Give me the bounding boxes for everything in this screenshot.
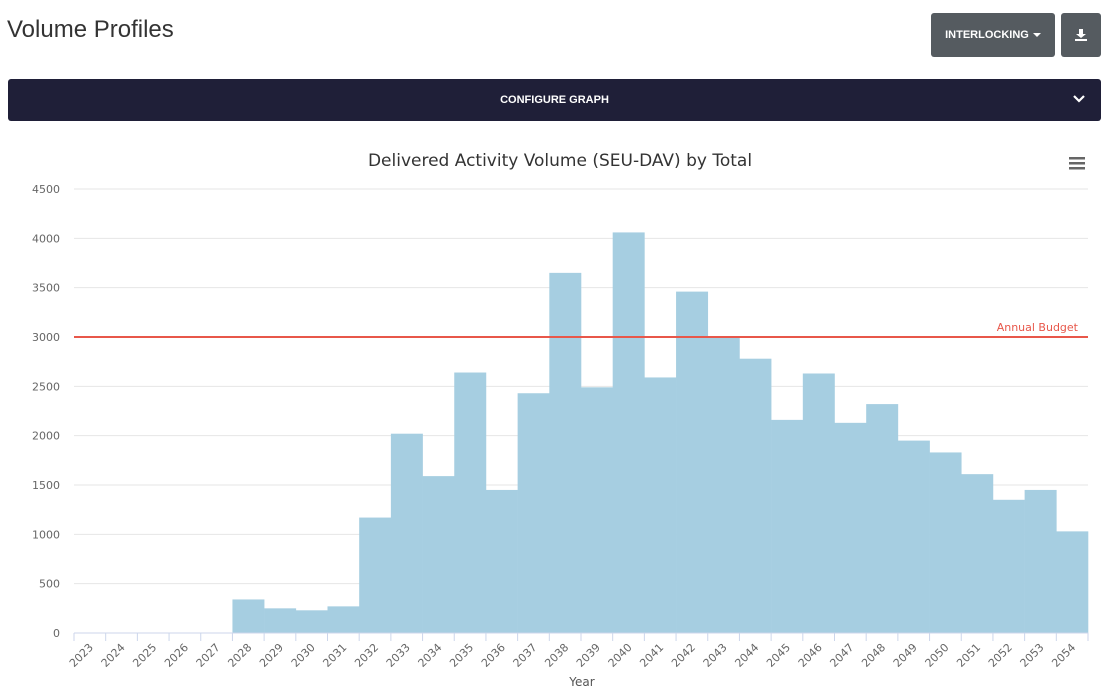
x-tick-label: 2029	[257, 641, 286, 670]
y-tick-label: 500	[39, 578, 60, 591]
download-icon	[1075, 29, 1087, 41]
x-tick-label: 2051	[954, 641, 983, 670]
bar	[295, 610, 328, 633]
x-tick-label: 2025	[130, 641, 159, 670]
bar	[929, 452, 962, 633]
bar	[549, 272, 582, 633]
x-tick-label: 2043	[701, 641, 730, 670]
bar	[264, 608, 297, 633]
bar	[327, 606, 360, 633]
bar	[1056, 531, 1089, 633]
y-tick-label: 4000	[32, 232, 60, 245]
x-tick-label: 2048	[859, 641, 888, 670]
x-tick-label: 2041	[637, 641, 666, 670]
interlocking-button[interactable]: INTERLOCKING	[931, 13, 1055, 57]
bar	[897, 440, 930, 633]
x-tick-label: 2038	[542, 641, 571, 670]
bar	[834, 422, 867, 633]
chart-title: Delivered Activity Volume (SEU-DAV) by T…	[368, 151, 752, 171]
x-tick-label: 2044	[732, 641, 761, 670]
bar	[485, 489, 518, 633]
x-tick-label: 2042	[669, 641, 698, 670]
x-tick-label: 2035	[447, 641, 476, 670]
bar	[961, 474, 994, 633]
x-tick-label: 2030	[289, 641, 318, 670]
x-tick-label: 2039	[574, 641, 603, 670]
bar	[422, 476, 455, 633]
bar	[1024, 489, 1057, 633]
x-tick-label: 2053	[1018, 641, 1047, 670]
bar	[454, 372, 487, 633]
chevron	[1073, 95, 1085, 103]
menu-icon[interactable]	[1069, 157, 1085, 170]
x-tick-label: 2032	[352, 641, 381, 670]
x-tick-label: 2034	[416, 641, 445, 670]
y-tick-label: 1000	[32, 528, 60, 541]
x-tick-label: 2024	[99, 641, 128, 670]
y-tick-label: 3000	[32, 331, 60, 344]
bar	[232, 599, 265, 633]
x-tick-label: 2027	[194, 641, 223, 670]
x-tick-label: 2031	[320, 641, 349, 670]
bar	[359, 517, 392, 633]
bar	[390, 433, 423, 633]
bar	[739, 358, 772, 633]
x-tick-label: 2037	[511, 641, 540, 670]
x-tick-label: 2049	[891, 641, 920, 670]
bar	[612, 232, 645, 633]
caret	[1032, 33, 1041, 37]
y-tick-label: 1500	[32, 479, 60, 492]
x-tick-label: 2046	[796, 641, 825, 670]
x-tick-label: 2054	[1049, 641, 1078, 670]
y-tick-label: 2500	[32, 380, 60, 393]
bar	[676, 291, 709, 633]
x-tick-label: 2028	[225, 641, 254, 670]
x-tick-label: 2040	[606, 641, 635, 670]
y-tick-label: 2000	[32, 430, 60, 443]
bar	[866, 404, 899, 633]
x-tick-label: 2052	[986, 641, 1015, 670]
button-label: INTERLOCKING	[945, 29, 1029, 41]
download-button[interactable]	[1061, 13, 1101, 57]
configure-label: CONFIGURE GRAPH	[500, 94, 609, 106]
bar	[771, 419, 804, 633]
configure-graph-bar[interactable]: CONFIGURE GRAPH	[8, 79, 1101, 121]
bar	[581, 387, 613, 633]
page-title: Volume Profiles	[7, 16, 174, 43]
bar	[517, 393, 550, 633]
bar	[992, 499, 1025, 633]
bar	[707, 337, 740, 633]
x-tick-label: 2026	[162, 641, 191, 670]
x-tick-label: 2047	[827, 641, 856, 670]
y-tick-label: 4500	[32, 183, 60, 196]
x-tick-label: 2036	[479, 641, 508, 670]
x-axis-title: Year	[568, 675, 594, 689]
reference-label: Annual Budget	[997, 321, 1079, 334]
y-tick-label: 0	[53, 627, 60, 640]
y-tick-label: 3500	[32, 282, 60, 295]
x-tick-label: 2050	[923, 641, 952, 670]
x-tick-label: 2033	[384, 641, 413, 670]
bar	[644, 377, 677, 633]
x-tick-label: 2045	[764, 641, 793, 670]
bar	[802, 373, 835, 633]
x-tick-label: 2023	[67, 641, 96, 670]
